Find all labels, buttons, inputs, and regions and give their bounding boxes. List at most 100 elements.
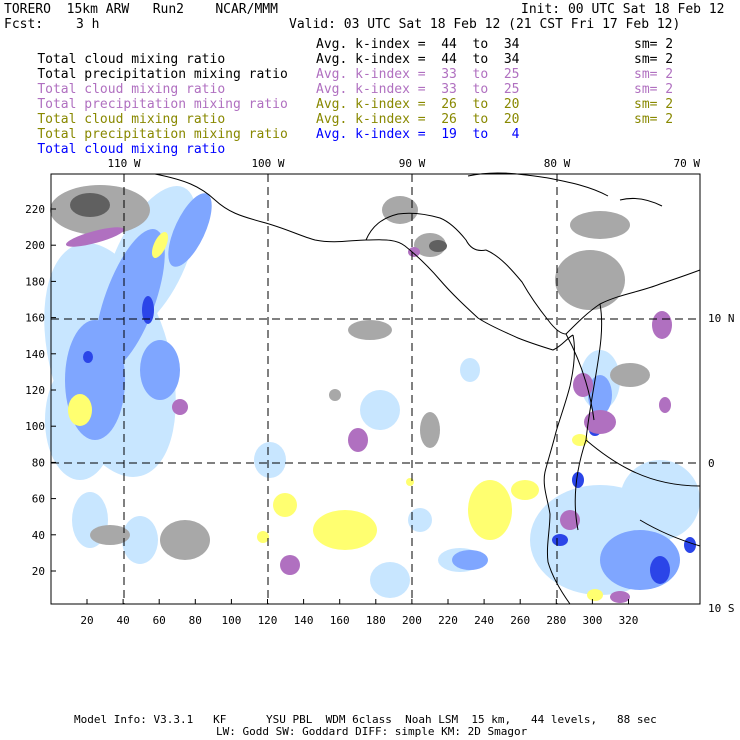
border-lines [565, 333, 701, 547]
yellow-cloud-region [313, 510, 377, 550]
south-america-coast [543, 334, 575, 605]
longitude-label: 90 W [399, 157, 426, 170]
gray-cloud-region [610, 363, 650, 387]
yellow-cloud-region [273, 493, 297, 517]
cloud-core [684, 537, 696, 553]
longitude-label: 110 W [107, 157, 140, 170]
mid-cloud-region [140, 340, 180, 400]
hispaniola-coast [619, 197, 663, 207]
valid-time: Valid: 03 UTC Sat 18 Feb 12 (21 CST Fri … [289, 17, 681, 32]
x-tick-label: 320 [619, 614, 639, 627]
x-tick-label: 180 [366, 614, 386, 627]
caribbean-coast [485, 249, 701, 335]
light-cloud-region [408, 508, 432, 532]
purple-cloud-region [652, 311, 672, 339]
legend-name: Total precipitation mixing ratio [37, 97, 288, 112]
gray-cloud-region [329, 389, 341, 401]
gray-cloud-region [160, 520, 210, 560]
legend-row: Total precipitation mixing ratio [6, 82, 288, 127]
mid-cloud-region [168, 193, 212, 267]
cloud-core [142, 296, 154, 324]
light-cloud-region [254, 442, 286, 478]
gray-cloud-region [555, 250, 625, 310]
legend-sm: sm= 2 [634, 52, 674, 67]
legend-kindex: Avg. k-index = 26 to 20 [316, 97, 520, 112]
legend-sm: sm= 2 [634, 67, 674, 82]
x-tick-label: 60 [153, 614, 166, 627]
legend-row: Total cloud mixing ratio [6, 97, 225, 142]
mid-cloud-region [600, 530, 680, 590]
coastlines [154, 172, 701, 605]
legend-row: Total cloud mixing ratio [6, 37, 225, 82]
light-cloud-region [360, 390, 400, 430]
forecast-hours: 3 h [76, 17, 100, 32]
light-cloud-region [370, 562, 410, 598]
latitude-label: 0 [708, 457, 715, 470]
purple-cloud-region [573, 373, 593, 397]
purple-cloud-region [172, 399, 188, 415]
legend-kindex: Avg. k-index = 33 to 25 [316, 82, 520, 97]
forecast-label: Fcst: [4, 17, 44, 32]
x-tick-label: 200 [402, 614, 422, 627]
cuba-coast [467, 172, 609, 197]
yellow-cloud-region [587, 589, 603, 601]
legend-kindex: Avg. k-index = 33 to 25 [316, 67, 520, 82]
cloud-fields [44, 185, 700, 603]
dark-cloud-core [429, 240, 447, 252]
cloud-core [650, 556, 670, 584]
legend-kindex: Avg. k-index = 19 to 4 [316, 127, 520, 142]
purple-cloud-region [348, 428, 368, 452]
x-tick-label: 220 [438, 614, 458, 627]
axis-ticks [51, 208, 629, 604]
purple-cloud-region [584, 410, 616, 434]
x-tick-label: 100 [221, 614, 241, 627]
y-tick-label: 60 [32, 493, 45, 506]
y-tick-label: 200 [25, 239, 45, 252]
x-tick-label: 80 [189, 614, 202, 627]
cloud-core [552, 534, 568, 546]
legend-sm: sm= 2 [634, 112, 674, 127]
init-time: Init: 00 UTC Sat 18 Feb 12 [521, 2, 725, 17]
legend-sm: sm= 2 [634, 97, 674, 112]
purple-cloud-region [65, 227, 125, 247]
x-tick-label: 20 [80, 614, 93, 627]
x-tick-label: 240 [474, 614, 494, 627]
yellow-cloud-region [511, 480, 539, 500]
south-america-interior [585, 303, 701, 487]
yucatan-coast [365, 212, 487, 251]
legend-name: Total cloud mixing ratio [37, 112, 226, 127]
longitude-label: 80 W [544, 157, 571, 170]
legend-row: Total precipitation mixing ratio [6, 112, 288, 157]
legend-name: Total precipitation mixing ratio [37, 67, 288, 82]
purple-cloud-region [659, 397, 671, 413]
model-title: TORERO 15km ARW Run2 NCAR/MMM [4, 2, 278, 17]
lat-lon-grid [51, 174, 700, 604]
purple-cloud-region [408, 247, 420, 257]
purple-cloud-region [560, 510, 580, 530]
yellow-cloud-region [572, 434, 588, 446]
y-tick-label: 180 [25, 275, 45, 288]
x-tick-label: 260 [510, 614, 530, 627]
mid-cloud-region [452, 550, 488, 570]
x-tick-label: 300 [582, 614, 602, 627]
gray-cloud-region [382, 196, 418, 224]
y-tick-label: 220 [25, 203, 45, 216]
legend-row: Total cloud mixing ratio [6, 67, 225, 112]
purple-cloud-region [280, 555, 300, 575]
latitude-label: 10 S [708, 602, 735, 615]
light-cloud-region [460, 358, 480, 382]
legend-sm: sm= 2 [634, 82, 674, 97]
gray-cloud-region [90, 525, 130, 545]
y-tick-label: 100 [25, 420, 45, 433]
legend-row: Total cloud mixing ratio [6, 127, 225, 172]
legend-name: Total precipitation mixing ratio [37, 127, 288, 142]
legend-kindex: Avg. k-index = 26 to 20 [316, 112, 520, 127]
dark-cloud-core [70, 193, 110, 217]
x-tick-label: 280 [546, 614, 566, 627]
y-tick-label: 40 [32, 529, 45, 542]
legend-name: Total cloud mixing ratio [37, 52, 226, 67]
x-tick-label: 160 [330, 614, 350, 627]
yellow-cloud-region [257, 531, 269, 543]
gray-cloud-region [570, 211, 630, 239]
